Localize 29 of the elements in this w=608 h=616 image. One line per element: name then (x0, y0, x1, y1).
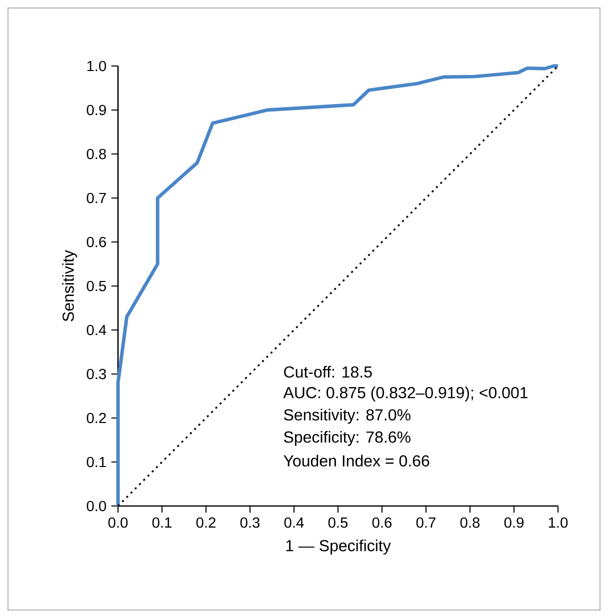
y-tick-label: 0.9 (86, 104, 106, 116)
y-tick-label: 0.3 (86, 368, 106, 380)
x-tick-label: 0.2 (196, 517, 216, 528)
annotation: Specificity: 78.6% (284, 431, 410, 446)
annotation: Youden Index = 0.66 (284, 454, 430, 467)
x-tick-label: 0.5 (328, 517, 348, 528)
x-tick-label: 0.1 (152, 517, 172, 528)
x-tick-label: 0.9 (504, 517, 524, 528)
annotation: AUC: 0.875 (0.832–0.919); <0.001 (283, 386, 528, 402)
y-tick-label: 0.7 (86, 192, 106, 204)
annotation: Cut-off: 18.5 (284, 366, 372, 378)
x-tick-label: 1.0 (548, 517, 568, 528)
y-tick-label: 0.1 (86, 456, 106, 468)
x-tick-label: 0.4 (284, 517, 304, 528)
y-tick-label: 1.0 (87, 60, 106, 72)
x-tick-label: 0.3 (240, 517, 260, 528)
y-tick-label: 0.5 (86, 280, 106, 292)
y-tick-label: 0.4 (86, 324, 106, 336)
x-tick-label: 0.6 (372, 517, 392, 528)
y-tick-label: 0.6 (86, 236, 106, 248)
y-tick-label: 0.2 (86, 412, 106, 424)
x-tick-label: 0.0 (108, 517, 128, 528)
annotation: Sensitivity: 87.0% (284, 408, 410, 424)
x-tick-label: 0.7 (416, 517, 436, 528)
x-axis-title: 1 — Specificity (286, 540, 391, 554)
y-tick-label: 0.0 (86, 500, 106, 512)
y-tick-label: 0.8 (86, 148, 106, 160)
x-tick-label: 0.8 (460, 517, 480, 528)
y-axis-title: Sensitivity (62, 250, 78, 322)
